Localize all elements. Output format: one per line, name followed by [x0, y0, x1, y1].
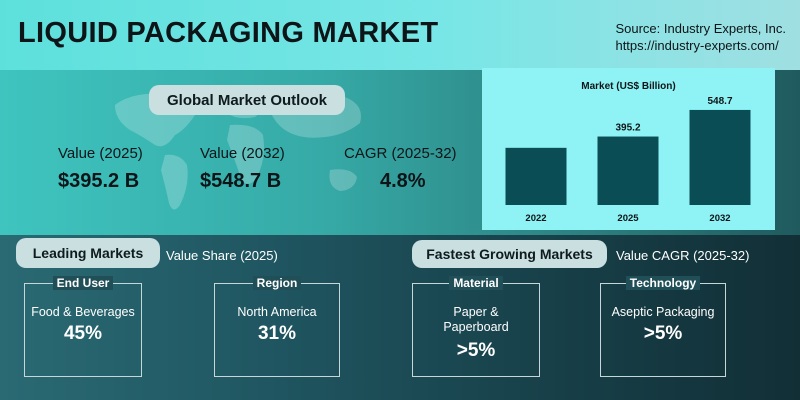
stat-label-2025: Value (2025): [58, 145, 143, 162]
card-technology-body: Aseptic Packaging >5%: [600, 283, 726, 377]
card-end-user-name: Food & Beverages: [31, 305, 135, 319]
leading-sublabel: Value Share (2025): [166, 248, 278, 263]
card-technology-head: Technology: [625, 276, 701, 290]
stat-value-cagr: 4.8%: [380, 170, 426, 192]
card-technology-head-wrap: Technology: [600, 276, 726, 290]
stat-label-cagr: CAGR (2025-32): [344, 145, 457, 162]
card-region-body: North America 31%: [214, 283, 340, 377]
stat-label-2032: Value (2032): [200, 145, 285, 162]
tick-label-2022: 2022: [525, 213, 546, 224]
outlook-heading-pill: Global Market Outlook: [149, 85, 345, 115]
card-material-head-wrap: Material: [412, 276, 540, 290]
card-region-head-wrap: Region: [214, 276, 340, 290]
source-line: Source: Industry Experts, Inc.: [615, 21, 786, 36]
card-end-user-head-wrap: End User: [24, 276, 142, 290]
fastest-sublabel: Value CAGR (2025-32): [616, 248, 750, 263]
card-technology-value: >5%: [643, 323, 683, 344]
card-end-user-body: Food & Beverages 45%: [24, 283, 142, 377]
page-title: LIQUID PACKAGING MARKET: [18, 17, 439, 49]
bar-2025: [597, 136, 659, 205]
tick-label-2025: 2025: [617, 213, 639, 224]
fastest-heading: Fastest Growing Markets: [426, 246, 593, 262]
stat-value-2032: $548.7 B: [200, 170, 282, 192]
card-material-name: Paper & Paperboard: [443, 305, 509, 334]
source-url-link[interactable]: https://industry-experts.com/: [615, 38, 779, 53]
header-band: LIQUID PACKAGING MARKET Source: Industry…: [0, 0, 800, 70]
stat-value-2025: $395.2 B: [58, 170, 140, 192]
data-label-2025: 395.2: [615, 123, 640, 134]
leading-markets-pill: Leading Markets: [16, 238, 160, 268]
chart-svg: Market (US$ Billion) 2022 2025 395.2 2032 54…: [505, 81, 751, 224]
bar-2022: [505, 147, 567, 205]
card-technology-name: Aseptic Packaging: [611, 305, 715, 319]
tick-label-2032: 2032: [709, 213, 730, 224]
leading-heading: Leading Markets: [32, 245, 144, 261]
card-material-body: Paper & Paperboard >5%: [412, 283, 540, 377]
card-region-head: Region: [252, 276, 302, 290]
data-label-2032: 548.7: [707, 96, 732, 107]
market-bar-chart: Market (US$ Billion) 2022 2025 395.2 2032 54…: [482, 68, 775, 230]
outlook-heading: Global Market Outlook: [166, 91, 328, 109]
fastest-markets-pill: Fastest Growing Markets: [412, 240, 607, 268]
card-material-head: Material: [449, 276, 503, 290]
chart-title: Market (US$ Billion): [581, 81, 675, 92]
card-end-user-value: 45%: [63, 323, 103, 344]
bar-2032: [689, 109, 751, 205]
card-end-user-head: End User: [52, 276, 114, 290]
card-material-value: >5%: [456, 340, 496, 361]
card-region-name: North America: [237, 305, 317, 319]
card-region-value: 31%: [257, 323, 297, 344]
source-credit: Source: Industry Experts, Inc. https://i…: [615, 20, 786, 54]
